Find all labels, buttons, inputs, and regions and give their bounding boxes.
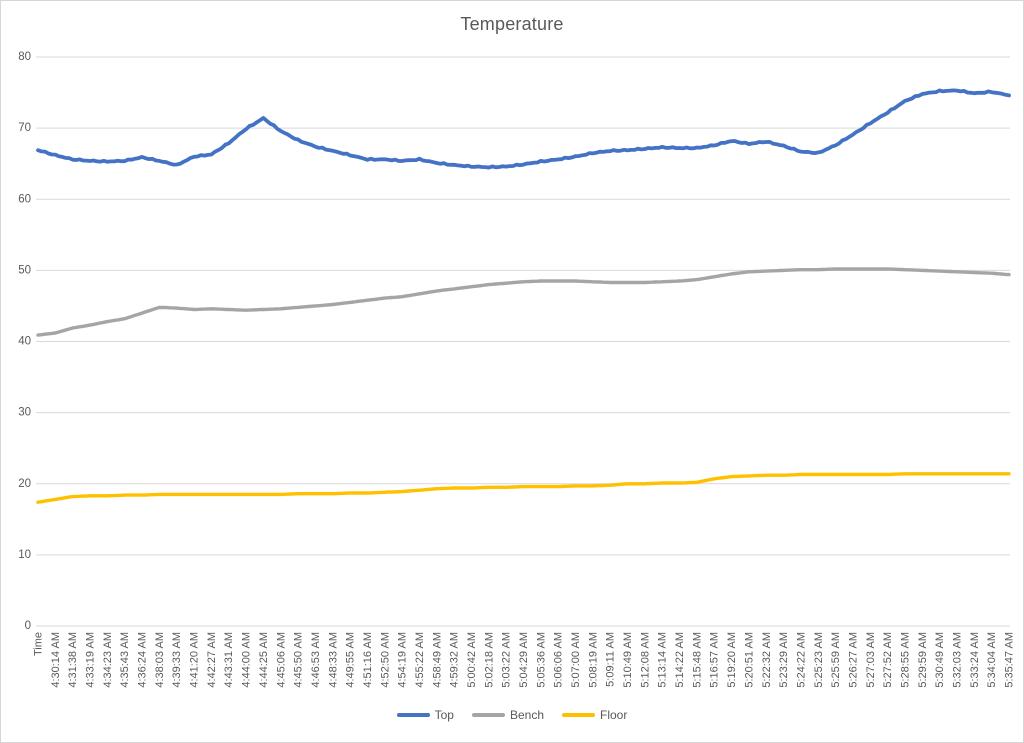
x-tick-label-52: 5:30:49 AM — [934, 632, 946, 688]
x-tick-label-34: 5:10:49 AM — [622, 632, 634, 688]
y-tick-label-60: 60 — [18, 193, 31, 205]
x-tick-label-29: 5:05:36 AM — [535, 632, 547, 688]
x-tick-label-10: 4:42:27 AM — [206, 632, 218, 688]
legend-item-floor[interactable]: Floor — [562, 708, 627, 722]
x-tick-label-36: 5:13:14 AM — [657, 632, 669, 688]
x-tick-label-40: 5:19:20 AM — [726, 632, 738, 688]
y-tick-label-50: 50 — [18, 264, 31, 276]
x-tick-label-50: 5:28:55 AM — [899, 632, 911, 688]
x-tick-label-28: 5:04:29 AM — [518, 632, 530, 688]
y-tick-label-40: 40 — [18, 336, 31, 348]
x-tick-label-13: 4:44:25 AM — [258, 632, 270, 688]
x-tick-label-22: 4:55:22 AM — [414, 632, 426, 688]
x-tick-label-20: 4:52:50 AM — [379, 632, 391, 688]
series-line-floor[interactable] — [36, 472, 1011, 504]
x-tick-label-27: 5:03:22 AM — [501, 632, 513, 688]
x-tick-label-54: 5:33:24 AM — [969, 632, 981, 688]
chart-legend: Top Bench Floor — [1, 708, 1023, 722]
x-tick-label-8: 4:39:33 AM — [171, 632, 183, 688]
x-tick-label-26: 5:02:18 AM — [483, 632, 495, 688]
x-tick-label-42: 5:22:32 AM — [761, 632, 773, 688]
x-tick-label-55: 5:34:04 AM — [986, 632, 998, 688]
x-tick-label-44: 5:24:22 AM — [795, 632, 807, 688]
legend-item-top[interactable]: Top — [396, 708, 454, 722]
x-tick-label-18: 4:49:55 AM — [345, 632, 357, 688]
x-tick-label-21: 4:54:19 AM — [397, 632, 409, 688]
x-tick-label-45: 5:25:23 AM — [813, 632, 825, 688]
x-tick-label-33: 5:09:11 AM — [605, 632, 617, 687]
y-tick-label-70: 70 — [18, 122, 31, 134]
x-tick-label-38: 5:15:48 AM — [691, 632, 703, 688]
x-tick-label-9: 4:41:20 AM — [189, 632, 201, 688]
y-tick-label-10: 10 — [18, 549, 31, 561]
x-tick-label-17: 4:48:33 AM — [327, 632, 339, 688]
x-tick-label-24: 4:59:32 AM — [449, 632, 461, 688]
series-line-top[interactable] — [36, 88, 1011, 170]
x-tick-label-43: 5:23:29 AM — [778, 632, 790, 688]
x-tick-label-0: Time — [33, 632, 45, 656]
series-line-bench[interactable] — [36, 267, 1011, 337]
x-tick-label-46: 5:25:59 AM — [830, 632, 842, 688]
legend-swatch-floor — [562, 713, 596, 717]
x-tick-label-1: 4:30:14 AM — [50, 632, 62, 688]
x-tick-label-3: 4:33:19 AM — [85, 632, 97, 688]
y-tick-label-30: 30 — [18, 407, 31, 419]
legend-label-bench: Bench — [509, 708, 545, 722]
x-tick-label-11: 4:43:31 AM — [223, 632, 235, 688]
x-tick-label-15: 4:45:50 AM — [293, 632, 305, 688]
x-tick-label-37: 5:14:22 AM — [674, 632, 686, 688]
legend-item-bench[interactable]: Bench — [471, 708, 545, 722]
x-tick-label-6: 4:36:24 AM — [137, 632, 149, 688]
legend-label-floor: Floor — [600, 708, 628, 722]
x-tick-label-47: 5:26:27 AM — [847, 632, 859, 688]
x-tick-label-23: 4:58:49 AM — [431, 632, 443, 688]
legend-swatch-top — [396, 713, 430, 717]
chart-title[interactable]: Temperature — [460, 14, 564, 34]
x-tick-label-25: 5:00:42 AM — [466, 632, 478, 688]
x-tick-label-16: 4:46:53 AM — [310, 632, 322, 688]
legend-swatch-bench — [471, 713, 505, 717]
x-tick-label-48: 5:27:03 AM — [865, 632, 877, 688]
x-tick-label-41: 5:20:51 AM — [743, 632, 755, 688]
x-tick-label-35: 5:12:08 AM — [639, 632, 651, 688]
x-tick-label-5: 4:35:43 AM — [119, 632, 131, 688]
x-tick-label-2: 4:31:38 AM — [67, 632, 79, 688]
y-tick-label-0: 0 — [25, 620, 31, 632]
x-tick-label-49: 5:27:52 AM — [882, 632, 894, 688]
x-tick-label-39: 5:16:57 AM — [709, 632, 721, 688]
x-tick-label-51: 5:29:59 AM — [917, 632, 929, 688]
x-tick-label-56: 5:35:47 AM — [1004, 632, 1016, 688]
x-tick-label-7: 4:38:03 AM — [154, 632, 166, 688]
y-tick-label-80: 80 — [18, 51, 31, 63]
y-tick-label-20: 20 — [18, 478, 31, 490]
x-tick-label-14: 4:45:06 AM — [275, 632, 287, 688]
x-tick-label-30: 5:06:06 AM — [553, 632, 565, 688]
x-tick-label-4: 4:34:23 AM — [102, 632, 114, 688]
x-tick-label-19: 4:51:16 AM — [362, 632, 374, 688]
x-tick-label-12: 4:44:00 AM — [241, 632, 253, 688]
x-tick-label-32: 5:08:19 AM — [587, 632, 599, 688]
x-tick-label-31: 5:07:00 AM — [570, 632, 582, 688]
legend-label-top: Top — [434, 708, 454, 722]
x-tick-label-53: 5:32:03 AM — [951, 632, 963, 688]
